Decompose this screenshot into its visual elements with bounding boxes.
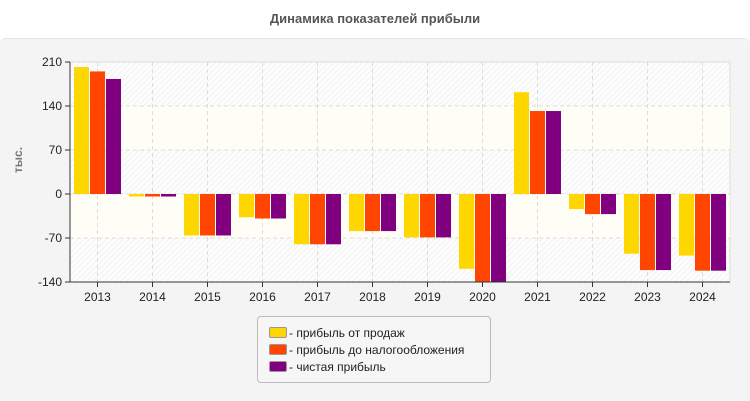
bar <box>365 194 380 232</box>
x-tick-label: 2015 <box>194 290 221 304</box>
bar <box>420 194 435 238</box>
bar <box>491 194 506 282</box>
bar <box>294 194 309 245</box>
bar <box>74 67 89 194</box>
legend-swatch <box>269 361 287 373</box>
x-tick-label: 2023 <box>634 290 661 304</box>
bar <box>129 194 144 197</box>
bar <box>601 194 616 215</box>
bar <box>216 194 231 236</box>
bar <box>271 194 286 219</box>
bar <box>161 194 176 197</box>
y-tick-label: 0 <box>55 187 62 201</box>
bar <box>679 194 694 256</box>
bar <box>514 92 529 194</box>
legend-label: - прибыль от продаж <box>289 326 405 340</box>
bar <box>90 71 105 194</box>
bar <box>624 194 639 254</box>
legend-item-net-profit: - чистая прибыль <box>269 359 386 375</box>
bar <box>349 194 364 232</box>
bar <box>459 194 474 269</box>
bar <box>436 194 451 238</box>
legend: - прибыль от продаж - прибыль до налогоо… <box>257 316 491 383</box>
bar <box>546 111 561 194</box>
x-tick-label: 2022 <box>579 290 606 304</box>
y-tick-label: -140 <box>38 275 62 289</box>
bar <box>239 194 254 218</box>
bar <box>585 194 600 215</box>
bar <box>255 194 270 219</box>
bar <box>310 194 325 245</box>
y-tick-label: 140 <box>42 99 62 113</box>
chart-title: Динамика показателей прибыли <box>269 11 481 26</box>
legend-swatch <box>269 344 287 356</box>
bar <box>656 194 671 271</box>
x-tick-label: 2014 <box>139 290 166 304</box>
bar <box>381 194 396 232</box>
bar <box>640 194 655 271</box>
legend-item-pretax-profit: - прибыль до налогообложения <box>269 342 464 358</box>
y-tick-label: 210 <box>42 55 62 69</box>
bar <box>184 194 199 236</box>
legend-label: - чистая прибыль <box>289 360 386 374</box>
plot-band <box>70 106 730 150</box>
plot-band <box>70 194 730 238</box>
legend-item-sales-profit: - прибыль от продаж <box>269 325 405 341</box>
bar <box>530 111 545 194</box>
legend-swatch <box>269 327 287 339</box>
bar <box>145 194 160 197</box>
bar <box>200 194 215 236</box>
bar <box>106 78 121 194</box>
bar <box>404 194 419 238</box>
y-tick-label: -70 <box>45 231 63 245</box>
bar <box>326 194 341 245</box>
y-tick-label: 70 <box>49 143 63 157</box>
y-axis-label: тыс. <box>11 147 25 173</box>
bar <box>695 194 710 271</box>
x-tick-label: 2024 <box>689 290 716 304</box>
bar <box>475 194 490 282</box>
legend-label: - прибыль до налогообложения <box>289 343 465 357</box>
x-tick-label: 2021 <box>524 290 551 304</box>
x-tick-label: 2019 <box>414 290 441 304</box>
x-tick-label: 2017 <box>304 290 331 304</box>
x-tick-label: 2016 <box>249 290 276 304</box>
plot-area <box>69 61 731 283</box>
x-tick-label: 2018 <box>359 290 386 304</box>
x-tick-label: 2013 <box>84 290 111 304</box>
bar <box>569 194 584 210</box>
bar <box>711 194 726 271</box>
x-tick-label: 2020 <box>469 290 496 304</box>
